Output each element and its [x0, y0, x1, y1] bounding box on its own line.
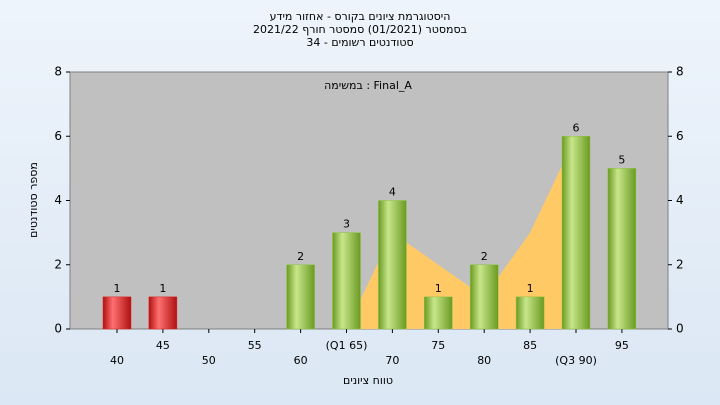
data-label: 2 — [481, 250, 488, 263]
bar — [424, 296, 453, 330]
data-label: 6 — [573, 121, 580, 134]
bar — [378, 200, 407, 330]
x-tick-label: (Q1 65) — [326, 339, 368, 352]
bar — [515, 296, 545, 330]
y-tick-label: 0 — [54, 322, 62, 336]
x-tick-label: 80 — [477, 354, 491, 367]
x-tick-label: 55 — [248, 339, 262, 352]
bar — [561, 136, 591, 330]
data-label: 4 — [389, 186, 396, 199]
data-label: 3 — [343, 218, 350, 231]
x-tick-label: 95 — [615, 339, 629, 352]
data-label: 5 — [618, 153, 625, 166]
data-label: 1 — [527, 282, 534, 295]
data-label: 1 — [159, 282, 166, 295]
chart-subtitle: סטודנטים רשומים - 34 — [306, 36, 413, 49]
y-axis-label: מספר סטודנטים — [27, 162, 40, 238]
bar — [469, 264, 499, 330]
y2-tick-label: 4 — [676, 193, 684, 207]
data-label: 1 — [435, 282, 442, 295]
bar — [332, 232, 361, 330]
y-tick-label: 2 — [54, 257, 62, 271]
chart-title: היסטוגרמת ציונים בקורס - אחזור מידע — [270, 10, 451, 23]
x-tick-label: 70 — [385, 354, 399, 367]
bar — [286, 264, 315, 330]
y2-tick-label: 2 — [676, 257, 684, 271]
x-tick-label: 40 — [110, 354, 124, 367]
y-tick-label: 4 — [54, 193, 62, 207]
y-tick-label: 8 — [54, 65, 62, 79]
bar — [607, 168, 637, 330]
x-tick-label: 75 — [431, 339, 445, 352]
chart-subtitle: בסמסטר (01/2021) סמסטר חורף 2021/22 — [253, 23, 467, 36]
y-tick-label: 6 — [54, 129, 62, 143]
x-tick-label: (Q3 90) — [555, 354, 597, 367]
bar — [148, 296, 178, 330]
data-label: 1 — [114, 282, 121, 295]
x-tick-label: 60 — [294, 354, 308, 367]
x-axis-label: טווח ציונים — [343, 374, 393, 387]
y2-tick-label: 6 — [676, 129, 684, 143]
bar — [102, 296, 132, 330]
y2-tick-label: 0 — [676, 322, 684, 336]
x-tick-label: 50 — [202, 354, 216, 367]
annotation: במשימה : Final_A — [324, 79, 412, 92]
x-tick-label: 45 — [156, 339, 170, 352]
x-tick-label: 85 — [523, 339, 537, 352]
y2-tick-label: 8 — [676, 65, 684, 79]
data-label: 2 — [297, 250, 304, 263]
